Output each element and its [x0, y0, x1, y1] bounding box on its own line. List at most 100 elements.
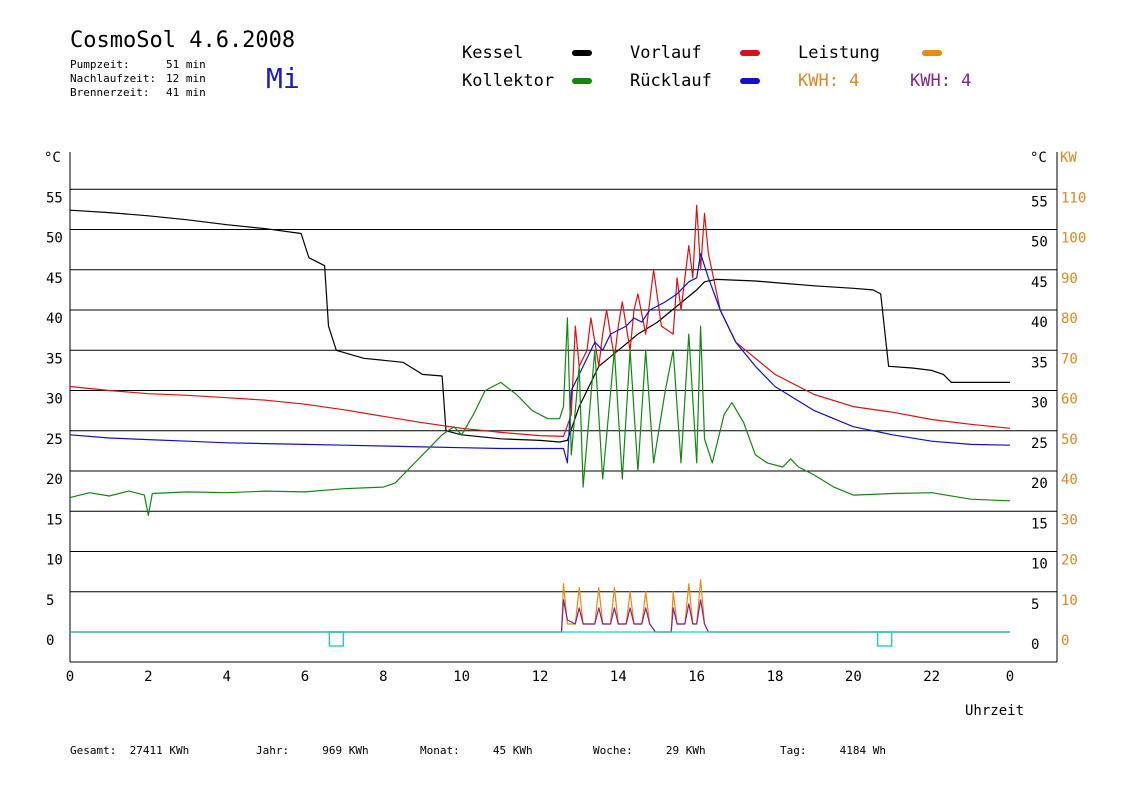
stat-nachlaufzeit: Nachlaufzeit: 12 min	[70, 72, 206, 85]
legend-kessel-label: Kessel	[462, 43, 524, 63]
y-tick-label-right: 0	[1031, 637, 1039, 653]
footer-value: 27411 KWh	[129, 744, 190, 757]
x-tick-label: 20	[845, 669, 862, 685]
y-tick-label-right: 30	[1031, 396, 1048, 412]
x-tick-label: 0	[66, 669, 74, 685]
stat-value: 51 min	[166, 58, 206, 71]
y-tick-label: 45	[46, 271, 63, 287]
power-tick-label: 100	[1061, 231, 1086, 247]
y-tick-label: 5	[46, 593, 54, 609]
legend-kessel-swatch	[572, 50, 592, 56]
legend-ruecklauf-swatch	[740, 78, 760, 84]
footer-value: 4184 Wh	[839, 744, 886, 757]
y-tick-label: 10	[46, 553, 63, 569]
stat-pumpzeit: Pumpzeit: 51 min	[70, 58, 206, 71]
y-tick-label-right: 10	[1031, 557, 1048, 573]
baseline-marker	[876, 631, 893, 647]
y-tick-label-right: 50	[1031, 235, 1048, 251]
x-tick-label: 6	[301, 669, 309, 685]
power-tick-label: 30	[1061, 512, 1078, 528]
power-tick-label: 20	[1061, 553, 1078, 569]
power-tick-label: 0	[1061, 633, 1069, 649]
stat-label: Nachlaufzeit:	[70, 72, 157, 85]
y-tick-label-right: 5	[1031, 597, 1039, 613]
y-tick-label: 25	[46, 432, 63, 448]
series-kollektor	[69, 317, 1011, 516]
y-axis-unit-right: °C	[1030, 150, 1047, 166]
weekday-label: Mi	[266, 62, 300, 95]
stat-brennerzeit: Brennerzeit: 41 min	[70, 86, 206, 99]
footer-monat: Monat: 45 KWh	[420, 744, 533, 757]
footer-label: Monat:	[420, 744, 460, 757]
legend-kollektor-swatch	[572, 78, 592, 84]
series-vorlauf	[69, 204, 1011, 437]
power-tick-label: 50	[1061, 432, 1078, 448]
footer-label: Woche:	[593, 744, 633, 757]
footer-label: Tag:	[780, 744, 807, 757]
y-tick-label-right: 35	[1031, 355, 1048, 371]
x-tick-label: 4	[222, 669, 230, 685]
legend-kwh2: KWH: 4	[910, 71, 972, 91]
y-tick-label: 55	[46, 190, 63, 206]
power-tick-label: 90	[1061, 271, 1078, 287]
footer-woche: Woche: 29 KWh	[593, 744, 706, 757]
stat-label: Pumpzeit:	[70, 58, 130, 71]
y-tick-label-right: 40	[1031, 315, 1048, 331]
footer-value: 45 KWh	[492, 744, 533, 757]
power-tick-label: 60	[1061, 392, 1078, 408]
legend-ruecklauf-label: Rücklauf	[630, 71, 712, 91]
x-tick-label: 22	[923, 669, 940, 685]
baseline-marker	[328, 631, 345, 647]
y-tick-label: 30	[46, 392, 63, 408]
footer-value: 969 KWh	[322, 744, 369, 757]
power-tick-label: 10	[1061, 593, 1078, 609]
y-tick-label-right: 25	[1031, 436, 1048, 452]
legend-leistung-swatch	[922, 50, 942, 56]
chart-title: CosmoSol 4.6.2008	[70, 28, 296, 53]
x-tick-label: 10	[453, 669, 470, 685]
footer-tag: Tag: 4184 Wh	[780, 744, 886, 757]
power-tick-label: 40	[1061, 472, 1078, 488]
legend-vorlauf-label: Vorlauf	[630, 43, 702, 63]
footer-value: 29 KWh	[665, 744, 706, 757]
x-tick-label: 0	[1006, 669, 1014, 685]
legend-leistung-label: Leistung	[798, 43, 880, 63]
y-tick-label: 15	[46, 512, 63, 528]
y-tick-label-right: 15	[1031, 516, 1048, 532]
legend-kollektor-label: Kollektor	[462, 71, 555, 91]
footer-jahr: Jahr: 969 KWh	[256, 744, 369, 757]
power-axis-unit: KW	[1060, 150, 1077, 166]
power-tick-label: 70	[1061, 351, 1078, 367]
power-tick-label: 80	[1061, 311, 1078, 327]
stat-label: Brennerzeit:	[70, 86, 150, 99]
y-tick-label-right: 55	[1031, 194, 1048, 210]
x-tick-label: 8	[379, 669, 387, 685]
footer-label: Jahr:	[256, 744, 290, 757]
y-tick-label: 50	[46, 231, 63, 247]
y-tick-label: 0	[46, 633, 54, 649]
series-kessel	[69, 209, 1010, 443]
x-axis-label: Uhrzeit	[965, 703, 1024, 719]
stat-value: 41 min	[166, 86, 206, 99]
legend-kwh1: KWH: 4	[798, 71, 860, 91]
footer-gesamt: Gesamt: 27411 KWh	[70, 744, 189, 757]
x-tick-label: 16	[688, 669, 705, 685]
y-tick-label-right: 45	[1031, 275, 1048, 291]
x-tick-label: 18	[767, 669, 784, 685]
power-tick-label: 110	[1061, 190, 1086, 206]
y-tick-label-right: 20	[1031, 476, 1048, 492]
y-axis-unit-left: °C	[44, 150, 61, 166]
series-leistung	[70, 579, 1010, 633]
x-tick-label: 12	[532, 669, 549, 685]
y-tick-label: 35	[46, 351, 63, 367]
series-leistung2	[70, 599, 1010, 633]
stat-value: 12 min	[166, 72, 206, 85]
y-tick-label: 40	[46, 311, 63, 327]
footer-label: Gesamt:	[70, 744, 117, 757]
legend-vorlauf-swatch	[740, 50, 760, 56]
y-tick-label: 20	[46, 472, 63, 488]
x-tick-label: 2	[144, 669, 152, 685]
series-ruecklauf	[69, 253, 1011, 464]
x-tick-label: 14	[610, 669, 627, 685]
